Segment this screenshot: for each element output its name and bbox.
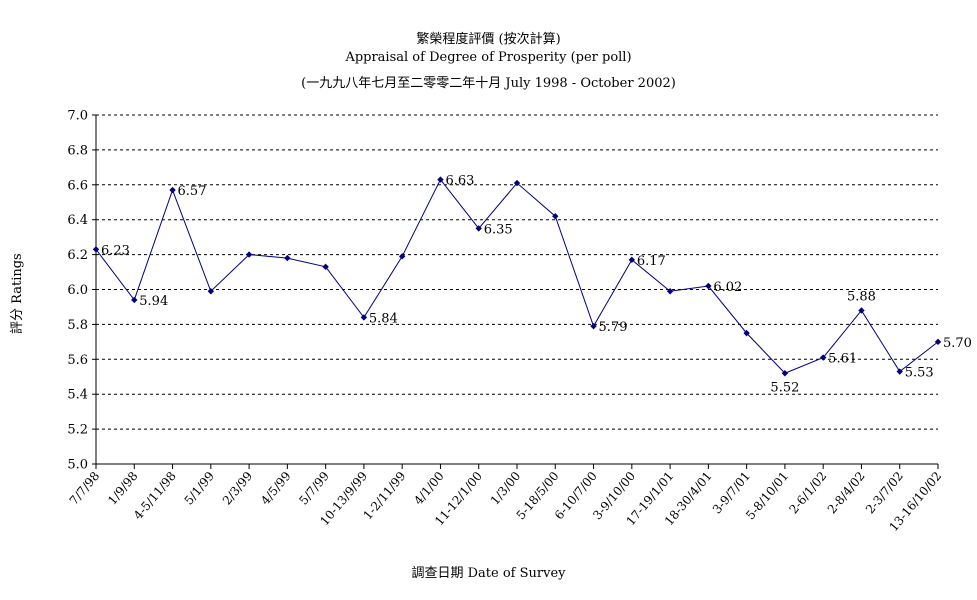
data-label: 5.88	[847, 289, 876, 304]
x-tick-label: 5/7/99	[296, 469, 332, 508]
chart-subtitle: Appraisal of Degree of Prosperity (per p…	[345, 50, 632, 65]
data-point	[398, 253, 406, 260]
y-axis-label: 評分 Ratings	[10, 253, 25, 334]
y-tick-label: 6.2	[67, 248, 88, 263]
y-tick-label: 6.4	[67, 213, 88, 228]
y-tick-label: 5.6	[67, 353, 88, 368]
x-tick-label: 1/9/98	[105, 469, 141, 508]
y-tick-label: 6.8	[67, 143, 88, 158]
y-tick-label: 5.4	[67, 388, 88, 403]
data-point	[245, 251, 253, 258]
data-point	[858, 307, 865, 314]
x-tick-label: 4/5/99	[258, 469, 294, 508]
data-point	[666, 288, 674, 295]
data-point	[131, 296, 138, 304]
y-tick-label: 5.8	[67, 318, 88, 333]
data-label: 5.84	[369, 311, 398, 326]
data-label: 6.35	[484, 222, 513, 237]
x-tick-label: 5/1/99	[182, 469, 218, 508]
data-point	[437, 176, 444, 183]
data-point	[743, 329, 750, 337]
data-point	[705, 282, 712, 290]
data-label: 5.52	[770, 380, 799, 395]
data-point	[628, 256, 636, 264]
data-label: 6.17	[637, 254, 666, 269]
x-tick-label: 2/3/99	[220, 469, 256, 508]
chart-title: 繁榮程度評價 (按次計算)	[416, 32, 561, 47]
y-tick-label: 7.0	[67, 109, 88, 124]
x-tick-label: 2-8/4/02	[825, 469, 868, 517]
data-point	[781, 370, 789, 377]
data-point	[360, 314, 368, 321]
data-label: 6.02	[713, 280, 742, 295]
data-point	[513, 179, 521, 187]
data-point	[92, 246, 100, 253]
data-label: 6.57	[178, 184, 207, 199]
chart-subtitle-period: (一九九八年七月至二零零二年十月 July 1998 - October 200…	[301, 76, 676, 91]
data-point	[169, 186, 176, 194]
data-label: 6.63	[445, 174, 474, 189]
x-tick-label: 1/3/00	[488, 469, 524, 508]
y-tick-label: 5.0	[67, 458, 88, 473]
y-tick-label: 6.6	[67, 178, 88, 193]
data-point	[322, 263, 329, 271]
data-point	[207, 288, 215, 295]
data-label: 5.53	[905, 366, 934, 381]
data-point	[896, 368, 903, 375]
x-tick-label: 4/1/00	[411, 469, 447, 508]
data-label: 5.70	[943, 336, 972, 351]
data-point	[284, 254, 291, 262]
data-label: 6.23	[101, 243, 130, 258]
data-label: 5.61	[828, 352, 857, 367]
data-point	[934, 338, 942, 346]
y-tick-label: 6.0	[67, 283, 88, 298]
data-label: 5.79	[599, 320, 628, 335]
data-point	[819, 354, 827, 361]
data-point	[475, 225, 482, 232]
data-point	[552, 213, 559, 220]
data-label: 5.94	[139, 294, 168, 309]
series-line	[95, 178, 939, 374]
x-tick-label: 7/7/98	[67, 469, 103, 508]
x-axis-label: 調查日期 Date of Survey	[411, 566, 566, 581]
x-tick-label: 2-6/1/02	[786, 469, 829, 517]
y-tick-label: 5.2	[67, 423, 88, 438]
data-point	[590, 322, 597, 330]
